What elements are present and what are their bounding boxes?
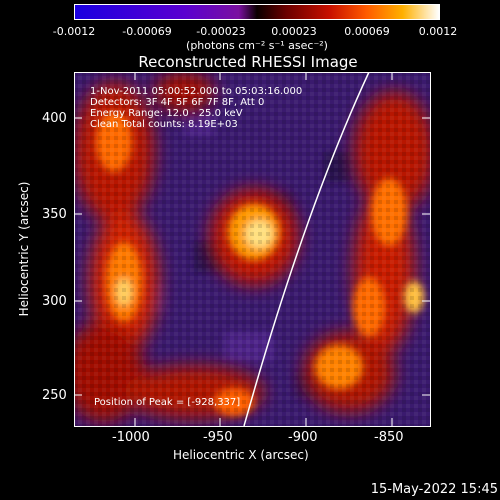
x-tick-label: -900 [288,430,318,445]
x-axis-label: Heliocentric X (arcsec) [173,448,309,462]
y-axis-label: Heliocentric Y (arcsec) [17,181,31,317]
time-range-text: 1-Nov-2011 05:00:52.000 to 05:03:16.000 [90,86,303,97]
y-tick-label: 350 [42,207,67,222]
colorbar-units: (photons cm⁻² s⁻¹ asec⁻²) [186,39,328,52]
clean-counts-text: Clean Total counts: 8.19E+03 [90,119,238,130]
x-tick-label: -850 [374,430,404,445]
colorbar-tick: -0.00023 [196,25,246,38]
detectors-text: Detectors: 3F 4F 5F 6F 7F 8F, Att 0 [90,97,265,108]
colorbar-tick: -0.0012 [52,25,96,38]
y-tick-label: 400 [42,111,67,126]
colorbar-tick: 0.00069 [344,25,390,38]
energy-range-text: Energy Range: 12.0 - 25.0 keV [90,108,243,119]
plot-timestamp: 15-May-2022 15:45 [370,482,498,497]
image-svg [74,72,430,426]
y-tick-label: 250 [42,388,67,403]
colorbar [74,4,440,20]
x-tick-label: -1000 [112,430,150,445]
rhessi-image: 1-Nov-2011 05:00:52.000 to 05:03:16.000 … [74,72,430,426]
y-tick-label: 300 [42,294,67,309]
image-title: Reconstructed RHESSI Image [138,53,358,71]
peak-position-text: Position of Peak = [-928,337] [94,397,241,408]
colorbar-tick: 0.0012 [418,25,458,38]
colorbar-tick: -0.00069 [122,25,172,38]
colorbar-tick: 0.00023 [271,25,317,38]
solar-limb-line [243,72,370,426]
x-tick-label: -950 [203,430,233,445]
